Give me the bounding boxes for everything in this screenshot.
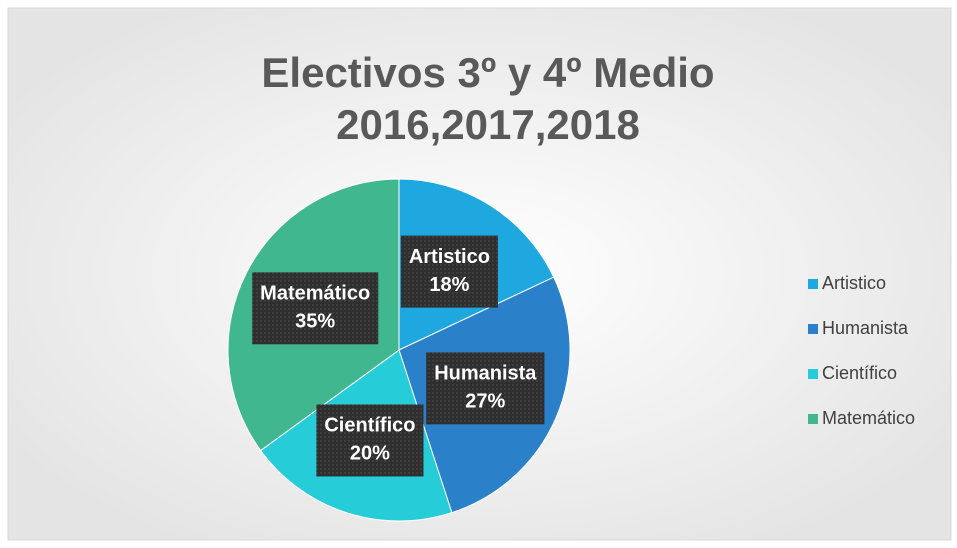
legend-label: Humanista [822,318,909,338]
legend-swatch [808,369,818,379]
data-label-value: 27% [465,391,505,413]
data-label-value: 18% [429,274,469,296]
legend-label: Matemático [822,408,915,428]
data-label-category: Humanista [434,363,537,385]
data-label: Científico 20% [316,404,424,477]
legend-swatch [808,414,818,424]
data-label-value: 35% [295,311,335,333]
chart-title: Electivos 3º y 4º Medio [261,49,714,96]
data-label: Matemático 35% [252,272,379,345]
data-label: Artistico 18% [400,235,498,308]
data-label-box [316,404,424,477]
data-label-box [400,235,498,308]
data-label-box [426,352,545,425]
data-label-category: Artistico [409,246,490,268]
data-label-value: 20% [350,443,390,465]
chart-title: 2016,2017,2018 [336,101,640,148]
data-label-category: Científico [324,415,415,437]
data-label: Humanista 27% [426,352,545,425]
data-label-category: Matemático [260,283,370,305]
data-label-box [252,272,379,345]
legend-swatch [808,324,818,334]
legend-label: Científico [822,363,897,383]
legend-swatch [808,279,818,289]
legend-label: Artistico [822,273,886,293]
